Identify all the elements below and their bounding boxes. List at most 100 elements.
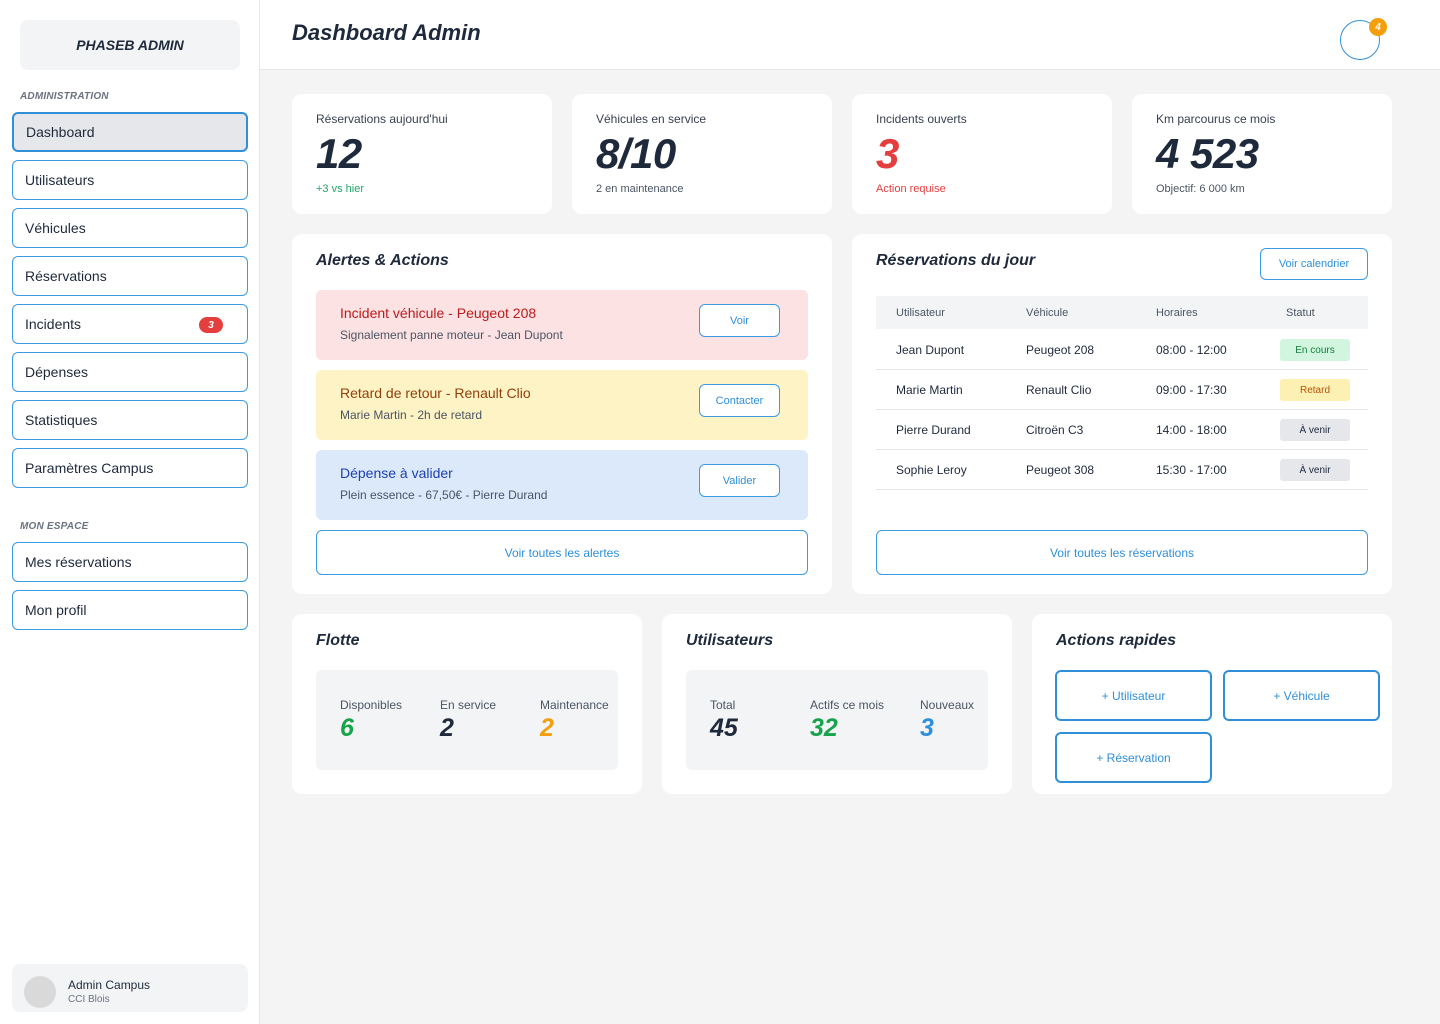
sidebar-item-label: Mes réservations (25, 554, 132, 570)
stat-label: Véhicules en service (596, 112, 707, 126)
alerts-card: Alertes & Actions Incident véhicule - Pe… (292, 234, 832, 594)
view-all-alerts-button[interactable]: Voir toutes les alertes (316, 530, 808, 575)
page-title: Dashboard Admin (292, 20, 481, 45)
cell-user: Jean Dupont (896, 343, 965, 357)
cell-hours: 08:00 - 12:00 (1156, 343, 1227, 357)
sidebar-item-label: Paramètres Campus (25, 460, 154, 476)
cell-hours: 15:30 - 17:00 (1156, 463, 1227, 477)
top-header: Dashboard Admin 4 (260, 0, 1440, 70)
sidebar-item-label: Incidents (25, 316, 82, 332)
sidebar-item-label: Réservations (25, 268, 107, 284)
table-row[interactable]: Sophie Leroy Peugeot 308 15:30 - 17:00 À… (876, 450, 1368, 490)
cell-user: Sophie Leroy (896, 463, 967, 477)
section-title-administration: ADMINISTRATION (20, 91, 109, 102)
stat-label: Disponibles (340, 698, 403, 712)
stat-subtext: Objectif: 6 000 km (1156, 183, 1245, 195)
brand-logo: PHASEB ADMIN (20, 20, 240, 70)
card-title: Actions rapides (1056, 632, 1177, 649)
cell-vehicle: Citroën C3 (1026, 423, 1084, 437)
sidebar-item-vehicules[interactable]: Véhicules (12, 208, 248, 248)
stat-label: Incidents ouverts (876, 112, 967, 126)
sidebar: PHASEB ADMIN ADMINISTRATION Dashboard Ut… (0, 0, 260, 1024)
stat-value: 45 (710, 714, 738, 742)
cell-user: Pierre Durand (896, 423, 971, 437)
sidebar-item-mon-profil[interactable]: Mon profil (12, 590, 248, 630)
cell-user: Marie Martin (896, 383, 963, 397)
stat-value: 3 (876, 130, 899, 177)
add-vehicle-button[interactable]: + Véhicule (1223, 670, 1380, 721)
fleet-card: Flotte Disponibles 6 En service 2 Mainte… (292, 614, 642, 794)
users-card: Utilisateurs Total 45 Actifs ce mois 32 … (662, 614, 1012, 794)
status-badge: À venir (1280, 459, 1350, 481)
alert-item: Incident véhicule - Peugeot 208 Signalem… (316, 290, 808, 360)
stat-label: Actifs ce mois (810, 698, 885, 712)
sidebar-item-reservations[interactable]: Réservations (12, 256, 248, 296)
sidebar-item-label: Statistiques (25, 412, 98, 428)
column-header: Utilisateur (896, 307, 945, 319)
status-badge: En cours (1280, 339, 1350, 361)
stat-value: 8/10 (596, 130, 676, 177)
table-header: Utilisateur Véhicule Horaires Statut (876, 296, 1368, 329)
column-header: Statut (1286, 307, 1315, 319)
stat-label: Km parcourus ce mois (1156, 112, 1276, 126)
card-title: Utilisateurs (686, 632, 774, 649)
cell-vehicle: Peugeot 308 (1026, 463, 1095, 477)
card-title: Flotte (316, 632, 360, 649)
view-incident-button[interactable]: Voir (699, 304, 780, 337)
table-row[interactable]: Marie Martin Renault Clio 09:00 - 17:30 … (876, 370, 1368, 410)
sidebar-item-label: Utilisateurs (25, 172, 95, 188)
alert-item: Dépense à valider Plein essence - 67,50€… (316, 450, 808, 520)
section-title-mon-espace: MON ESPACE (20, 521, 89, 532)
sidebar-item-label: Véhicules (25, 220, 86, 236)
sidebar-item-dashboard[interactable]: Dashboard (12, 112, 248, 152)
stat-label: Réservations aujourd'hui (316, 112, 448, 126)
view-calendar-button[interactable]: Voir calendrier (1260, 248, 1368, 280)
notification-count-badge: 4 (1369, 18, 1387, 36)
sidebar-item-depenses[interactable]: Dépenses (12, 352, 248, 392)
card-title: Réservations du jour (876, 252, 1036, 269)
stat-value: 12 (316, 130, 362, 177)
sidebar-item-mes-reservations[interactable]: Mes réservations (12, 542, 248, 582)
cell-hours: 09:00 - 17:30 (1156, 383, 1227, 397)
stat-card-open-incidents: Incidents ouverts 3 Action requise (852, 94, 1112, 214)
status-badge: À venir (1280, 419, 1350, 441)
fleet-stats-box: Disponibles 6 En service 2 Maintenance 2 (316, 670, 618, 770)
stat-value: 32 (810, 714, 838, 742)
stat-value: 4 523 (1156, 130, 1259, 177)
stat-label: Maintenance (540, 698, 609, 712)
alert-title: Incident véhicule - Peugeot 208 (340, 305, 537, 321)
user-subtitle: CCI Blois (68, 994, 110, 1005)
stat-subtext: Action requise (876, 183, 946, 195)
sidebar-item-parametres-campus[interactable]: Paramètres Campus (12, 448, 248, 488)
add-user-button[interactable]: + Utilisateur (1055, 670, 1212, 721)
column-header: Véhicule (1026, 307, 1069, 319)
alert-item: Retard de retour - Renault Clio Marie Ma… (316, 370, 808, 440)
sidebar-item-utilisateurs[interactable]: Utilisateurs (12, 160, 248, 200)
column-header: Horaires (1156, 307, 1198, 319)
cell-hours: 14:00 - 18:00 (1156, 423, 1227, 437)
alert-title: Retard de retour - Renault Clio (340, 385, 531, 401)
contact-button[interactable]: Contacter (699, 384, 780, 417)
stat-subtext: +3 vs hier (316, 183, 364, 195)
stat-subtext: 2 en maintenance (596, 183, 684, 195)
stat-card-reservations-today: Réservations aujourd'hui 12 +3 vs hier (292, 94, 552, 214)
view-all-reservations-button[interactable]: Voir toutes les réservations (876, 530, 1368, 575)
alert-title: Dépense à valider (340, 465, 453, 481)
table-row[interactable]: Jean Dupont Peugeot 208 08:00 - 12:00 En… (876, 330, 1368, 370)
stat-value: 6 (340, 714, 354, 742)
validate-button[interactable]: Valider (699, 464, 780, 497)
stat-value: 3 (920, 714, 934, 742)
add-reservation-button[interactable]: + Réservation (1055, 732, 1212, 783)
table-row[interactable]: Pierre Durand Citroën C3 14:00 - 18:00 À… (876, 410, 1368, 450)
user-card[interactable]: Admin Campus CCI Blois (12, 964, 248, 1012)
quick-actions-card: Actions rapides + Utilisateur + Véhicule… (1032, 614, 1392, 794)
sidebar-item-statistiques[interactable]: Statistiques (12, 400, 248, 440)
card-title: Alertes & Actions (316, 252, 449, 269)
status-badge: Retard (1280, 379, 1350, 401)
incidents-count-badge: 3 (199, 317, 223, 333)
alert-description: Signalement panne moteur - Jean Dupont (340, 328, 563, 342)
stat-value: 2 (540, 714, 554, 742)
cell-vehicle: Renault Clio (1026, 383, 1092, 397)
sidebar-item-incidents[interactable]: Incidents 3 (12, 304, 248, 344)
stat-label: Nouveaux (920, 698, 975, 712)
